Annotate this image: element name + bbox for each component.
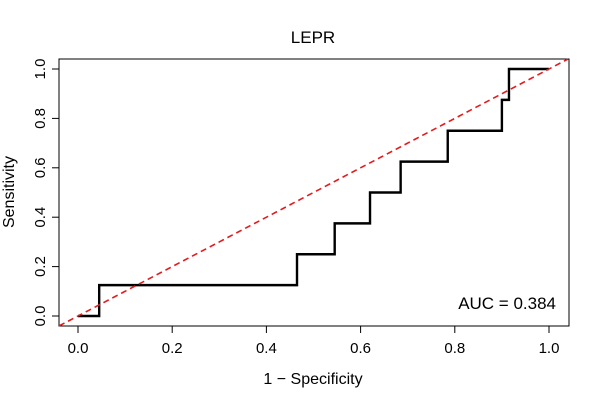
y-tick-label: 0.8 [32,108,49,129]
x-tick-label: 0.4 [256,340,277,357]
y-tick-label: 1.0 [32,59,49,80]
x-tick-label: 1.0 [539,340,560,357]
y-axis: 0.0 0.2 0.4 0.6 0.8 1.0 [32,59,60,327]
y-tick-label: 0.0 [32,306,49,327]
y-tick-label: 0.2 [32,256,49,277]
y-axis-title: Sensitivity [1,156,18,228]
roc-curve [78,67,549,318]
x-tick-label: 0.8 [444,340,465,357]
x-tick-label: 0.6 [350,340,371,357]
series-layer [58,58,569,327]
x-axis: 0.0 0.2 0.4 0.6 0.8 1.0 [68,325,560,357]
x-tick-label: 0.0 [68,340,89,357]
auc-annotation: AUC = 0.384 [458,294,556,313]
y-tick-label: 0.6 [32,157,49,178]
chance-line [58,58,569,327]
x-axis-title: 1 − Specificity [263,371,362,388]
x-tick-label: 0.2 [162,340,183,357]
chart-title: LEPR [291,28,335,47]
y-tick-label: 0.4 [32,207,49,228]
